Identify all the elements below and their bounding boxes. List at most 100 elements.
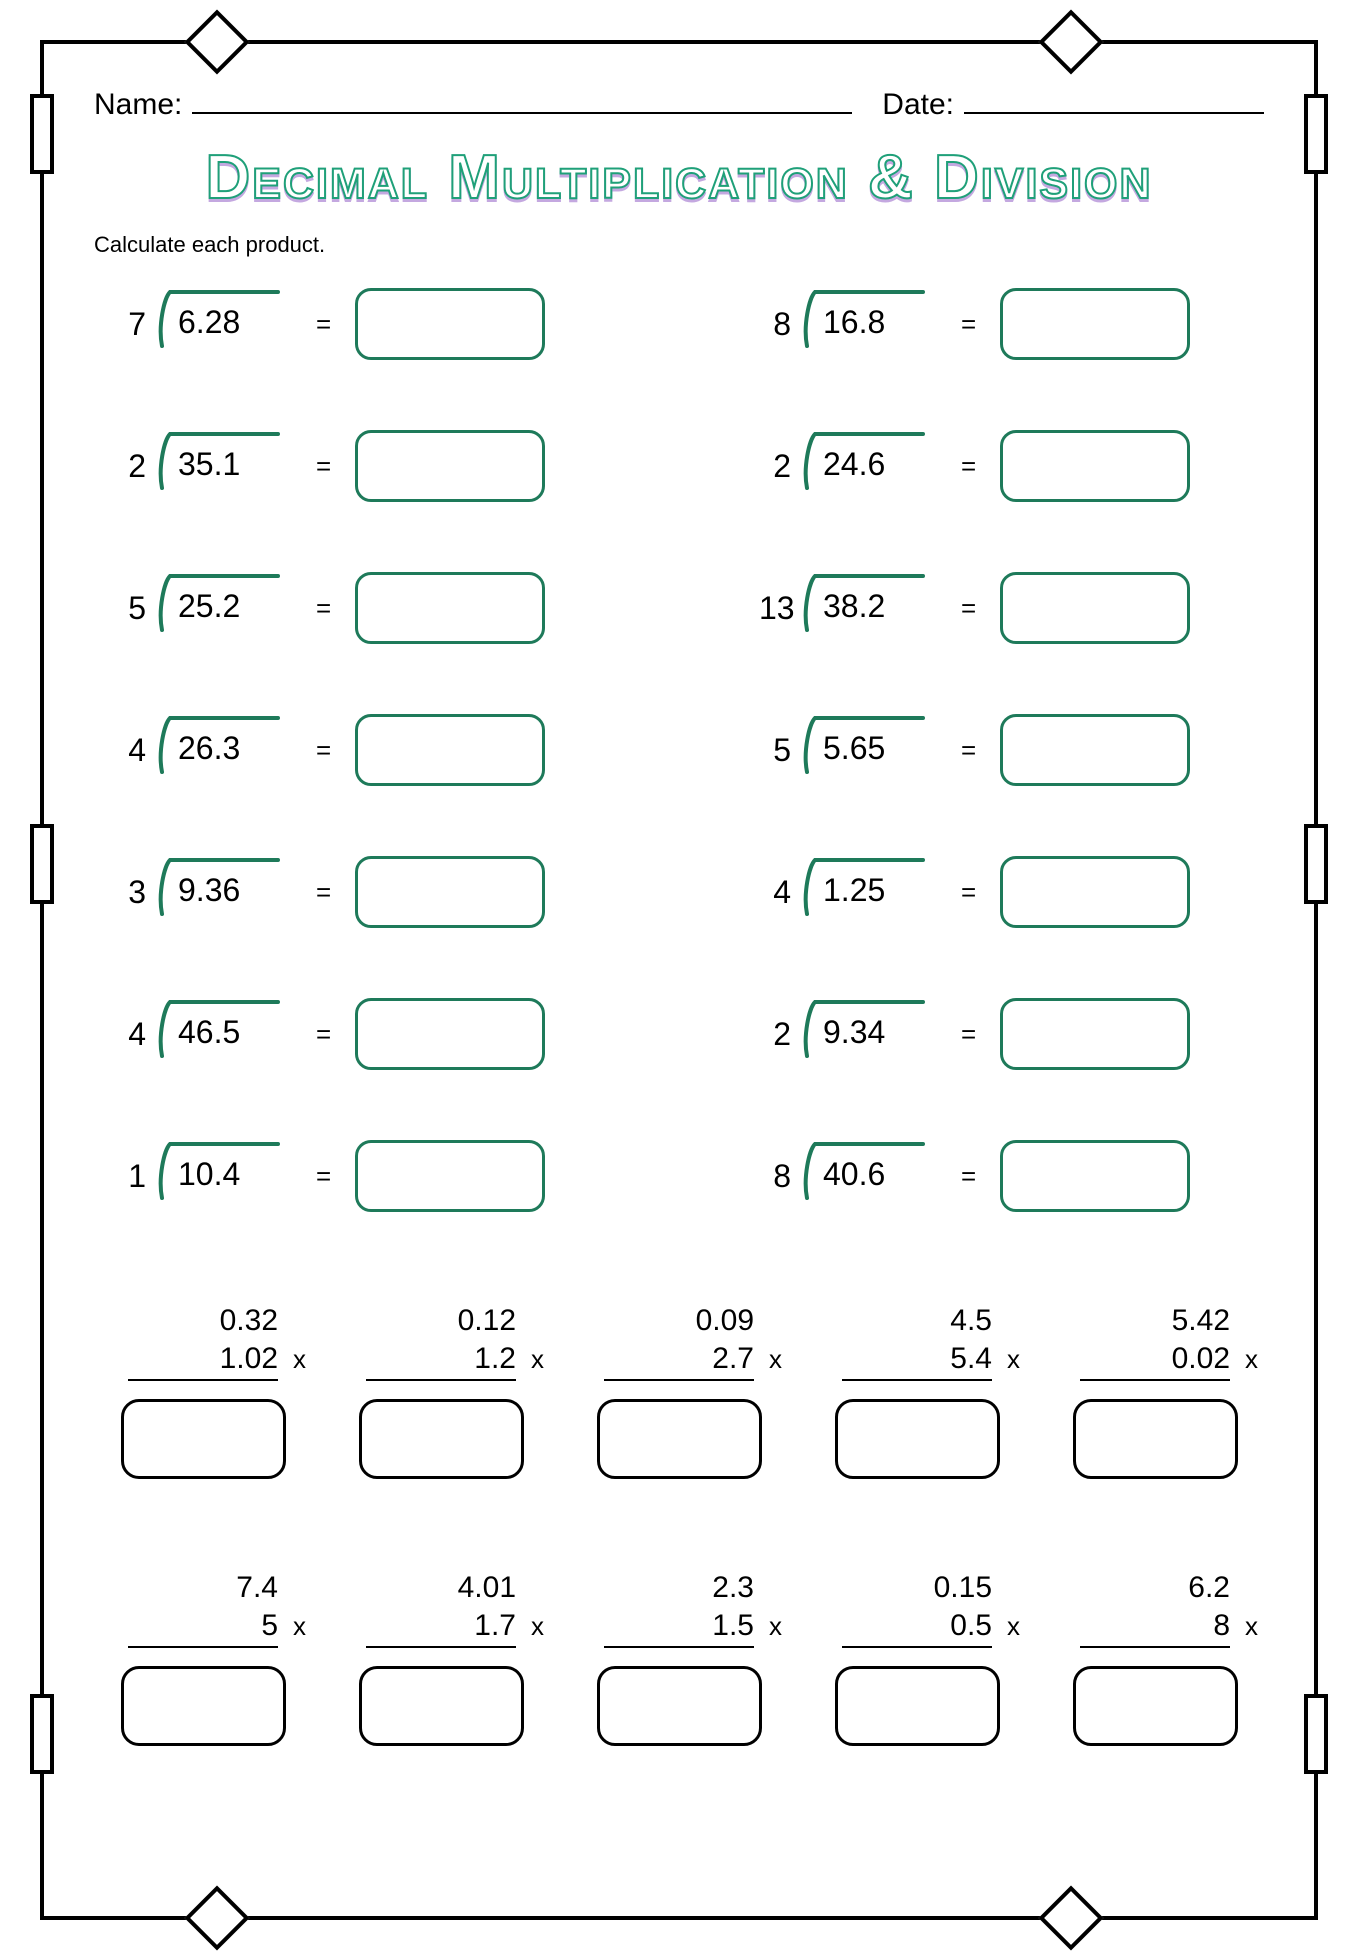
times-sign: x xyxy=(531,1343,544,1376)
multiplication-answer-box[interactable] xyxy=(835,1399,1000,1479)
operation-line xyxy=(1080,1379,1230,1381)
long-division-bracket-icon: 25.2 xyxy=(160,578,280,638)
multiplicand: 0.32 xyxy=(128,1302,278,1340)
dividend: 5.65 xyxy=(823,730,885,767)
operation-line xyxy=(128,1646,278,1648)
multiplier: 0.02 xyxy=(1080,1340,1230,1378)
division-answer-box[interactable] xyxy=(1000,714,1190,786)
multiplication-operands: 0.12 1.2 x xyxy=(366,1302,516,1381)
divisor: 8 xyxy=(759,306,795,343)
divisor: 13 xyxy=(759,590,795,627)
divisor: 2 xyxy=(759,448,795,485)
long-division-bracket-icon: 40.6 xyxy=(805,1146,925,1206)
divisor: 7 xyxy=(114,306,150,343)
long-division-bracket-icon: 9.36 xyxy=(160,862,280,922)
division-answer-box[interactable] xyxy=(1000,1140,1190,1212)
name-label: Name: xyxy=(94,88,182,122)
multiplication-answer-box[interactable] xyxy=(597,1666,762,1746)
division-answer-box[interactable] xyxy=(355,856,545,928)
times-sign: x xyxy=(1245,1343,1258,1376)
multiplication-operands: 0.32 1.02 x xyxy=(128,1302,278,1381)
multiplication-answer-box[interactable] xyxy=(1073,1399,1238,1479)
multiplication-problem: 0.09 2.7 x xyxy=(580,1302,778,1479)
division-problem: 1 10.4 = xyxy=(114,1140,599,1212)
multiplication-problem: 4.01 1.7 x xyxy=(342,1569,540,1746)
division-answer-box[interactable] xyxy=(1000,856,1190,928)
multiplication-problem: 0.32 1.02 x xyxy=(104,1302,302,1479)
multiplication-answer-box[interactable] xyxy=(1073,1666,1238,1746)
divisor: 4 xyxy=(114,1016,150,1053)
division-answer-box[interactable] xyxy=(1000,288,1190,360)
division-answer-box[interactable] xyxy=(355,572,545,644)
divisor: 2 xyxy=(759,1016,795,1053)
division-answer-box[interactable] xyxy=(1000,998,1190,1070)
equals-sign: = xyxy=(961,735,976,766)
border-rect-icon xyxy=(30,94,54,174)
multiplier: 1.2 xyxy=(366,1340,516,1378)
division-problem: 5 25.2 = xyxy=(114,572,599,644)
border-diamond-icon xyxy=(1038,1885,1103,1950)
times-sign: x xyxy=(1007,1343,1020,1376)
long-division-bracket-icon: 6.28 xyxy=(160,294,280,354)
border-rect-icon xyxy=(1304,824,1328,904)
division-problem: 4 26.3 = xyxy=(114,714,599,786)
multiplication-problem: 0.15 0.5 x xyxy=(818,1569,1016,1746)
header-row: Name: Date: xyxy=(94,84,1264,122)
multiplicand: 0.12 xyxy=(366,1302,516,1340)
multiplication-answer-box[interactable] xyxy=(121,1666,286,1746)
multiplication-operands: 6.2 8 x xyxy=(1080,1569,1230,1648)
multiplicand: 0.09 xyxy=(604,1302,754,1340)
division-problem: 2 35.1 = xyxy=(114,430,599,502)
division-problem: 3 9.36 = xyxy=(114,856,599,928)
equals-sign: = xyxy=(316,735,331,766)
name-field-line[interactable] xyxy=(192,84,852,114)
multiplication-answer-box[interactable] xyxy=(597,1399,762,1479)
equals-sign: = xyxy=(961,1161,976,1192)
multiplicand: 5.42 xyxy=(1080,1302,1230,1340)
multiplication-answer-box[interactable] xyxy=(359,1666,524,1746)
division-answer-box[interactable] xyxy=(355,998,545,1070)
title-main: Decimal Multiplication & Division xyxy=(94,142,1264,213)
long-division-bracket-icon: 38.2 xyxy=(805,578,925,638)
division-answer-box[interactable] xyxy=(1000,572,1190,644)
multiplication-problem: 4.5 5.4 x xyxy=(818,1302,1016,1479)
division-answer-box[interactable] xyxy=(355,714,545,786)
division-answer-box[interactable] xyxy=(1000,430,1190,502)
multiplication-problem: 7.4 5 x xyxy=(104,1569,302,1746)
division-problem: 2 9.34 = xyxy=(759,998,1244,1070)
equals-sign: = xyxy=(316,593,331,624)
multiplication-answer-box[interactable] xyxy=(359,1399,524,1479)
border-diamond-icon xyxy=(1038,9,1103,74)
times-sign: x xyxy=(1245,1610,1258,1643)
division-answer-box[interactable] xyxy=(355,430,545,502)
division-problem: 5 5.65 = xyxy=(759,714,1244,786)
multiplication-operands: 4.5 5.4 x xyxy=(842,1302,992,1381)
dividend: 6.28 xyxy=(178,304,240,341)
multiplication-answer-box[interactable] xyxy=(835,1666,1000,1746)
division-answer-box[interactable] xyxy=(355,1140,545,1212)
border-rect-icon xyxy=(30,824,54,904)
dividend: 1.25 xyxy=(823,872,885,909)
multiplication-answer-box[interactable] xyxy=(121,1399,286,1479)
multiplicand: 4.5 xyxy=(842,1302,992,1340)
border-rect-icon xyxy=(1304,1694,1328,1774)
division-problem: 13 38.2 = xyxy=(759,572,1244,644)
multiplier: 8 xyxy=(1080,1607,1230,1645)
equals-sign: = xyxy=(316,877,331,908)
operation-line xyxy=(366,1379,516,1381)
division-answer-box[interactable] xyxy=(355,288,545,360)
multiplier: 5.4 xyxy=(842,1340,992,1378)
equals-sign: = xyxy=(316,1019,331,1050)
dividend: 16.8 xyxy=(823,304,885,341)
multiplication-operands: 0.09 2.7 x xyxy=(604,1302,754,1381)
dividend: 35.1 xyxy=(178,446,240,483)
long-division-bracket-icon: 16.8 xyxy=(805,294,925,354)
multiplication-problem: 2.3 1.5 x xyxy=(580,1569,778,1746)
division-problem: 8 16.8 = xyxy=(759,288,1244,360)
divisor: 3 xyxy=(114,874,150,911)
multiplier: 1.5 xyxy=(604,1607,754,1645)
times-sign: x xyxy=(769,1610,782,1643)
operation-line xyxy=(1080,1646,1230,1648)
date-field-line[interactable] xyxy=(964,84,1264,114)
equals-sign: = xyxy=(316,1161,331,1192)
